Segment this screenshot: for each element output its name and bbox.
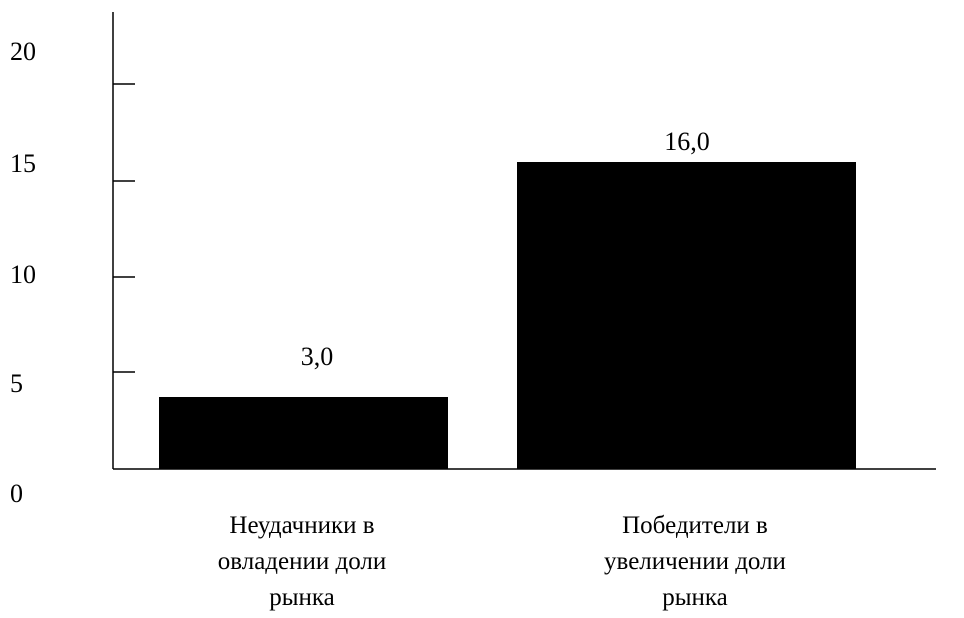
category-label-1-line-1: Неудачники в [229, 512, 374, 539]
bar-1 [159, 397, 448, 469]
data-labels-group: 3,0 16,0 [301, 127, 710, 371]
y-tick-label-0: 0 [10, 479, 23, 508]
category-label-2-line-1: Победители в [622, 512, 768, 539]
category-label-2-line-2: увеличении доли [604, 548, 786, 575]
category-label-2-line-3: рынка [662, 584, 728, 611]
data-label-1: 3,0 [301, 342, 334, 371]
y-tick-label-10: 10 [10, 260, 36, 289]
y-tick-label-20: 20 [10, 37, 36, 66]
category-labels-group: Неудачники в овладении доли рынка Победител… [218, 512, 786, 611]
y-axis-ticks: 0 5 10 15 20 [10, 37, 135, 508]
data-label-2: 16,0 [664, 127, 710, 156]
y-tick-label-15: 15 [10, 149, 36, 178]
bar-2 [517, 162, 856, 469]
category-label-1-line-2: овладении доли [218, 548, 387, 575]
y-tick-label-5: 5 [10, 369, 23, 398]
category-label-1-line-3: рынка [269, 584, 335, 611]
bars-group [159, 162, 856, 469]
